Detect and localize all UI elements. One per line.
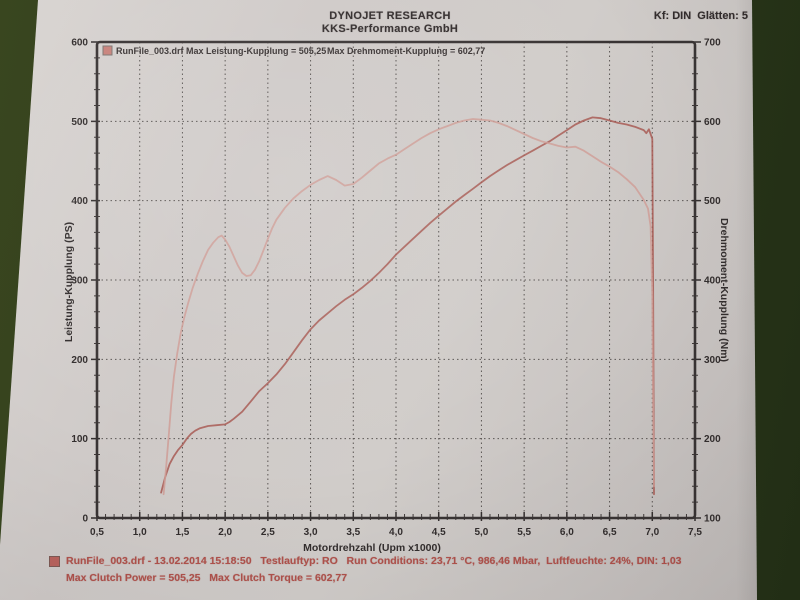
torque-curve xyxy=(162,118,655,496)
x-tick-label: 5,5 xyxy=(517,527,531,538)
x-tick-label: 6,5 xyxy=(603,527,617,538)
right-tick-label: 200 xyxy=(704,434,721,445)
x-tick-label: 4,0 xyxy=(389,527,403,538)
x-tick-label: 4,5 xyxy=(432,527,446,538)
right-tick-label: 700 xyxy=(704,38,721,49)
page-subtitle: KKS-Performance GmbH xyxy=(321,23,459,35)
left-tick-label: 100 xyxy=(71,434,88,445)
right-tick-label: 600 xyxy=(704,117,721,128)
chart-frame xyxy=(95,40,697,520)
x-tick-label: 7,0 xyxy=(645,527,659,538)
legend-run-text: RunFile_003.drf Max Leistung-Kupplung = … xyxy=(116,46,326,56)
power-curve xyxy=(160,116,655,496)
x-tick-label: 7,5 xyxy=(688,527,702,538)
chart-curves xyxy=(160,116,655,496)
x-tick-label: 6,0 xyxy=(560,527,574,538)
run-info-text: RunFile_003.drf - 13.02.2014 15:18:50 Te… xyxy=(66,555,682,567)
legend-torque-text: Max Drehmoment-Kupplung = 602,77 xyxy=(327,46,485,56)
x-tick-label: 3,0 xyxy=(304,527,318,538)
x-tick-label: 0,5 xyxy=(90,527,104,538)
x-axis-label: Motordrehzahl (Upm x1000) xyxy=(303,542,441,554)
right-tick-label: 100 xyxy=(704,514,721,525)
legend-swatch-icon xyxy=(102,45,113,56)
smoothing-settings-text: Kf: DIN Glätten: 5 xyxy=(653,10,748,22)
x-tick-label: 2,5 xyxy=(261,527,275,538)
left-tick-label: 400 xyxy=(71,196,88,207)
left-tick-label: 0 xyxy=(82,514,88,525)
x-tick-label: 1,0 xyxy=(133,527,147,538)
right-tick-label: 300 xyxy=(704,355,721,366)
right-axis-label: Drehmoment-Kupplung (Nm) xyxy=(718,218,730,362)
chart-grid xyxy=(97,42,695,518)
right-tick-label: 500 xyxy=(704,196,721,207)
max-values-text: Max Clutch Power = 505,25 Max Clutch Tor… xyxy=(66,572,348,584)
x-tick-label: 3,5 xyxy=(346,527,360,538)
page-title: DYNOJET RESEARCH xyxy=(329,10,451,22)
x-tick-label: 1,5 xyxy=(175,527,189,538)
right-tick-label: 400 xyxy=(704,276,721,287)
left-tick-label: 300 xyxy=(71,276,88,287)
x-tick-label: 5,0 xyxy=(474,527,488,538)
x-tick-label: 2,0 xyxy=(218,527,232,538)
left-tick-label: 500 xyxy=(71,117,88,128)
left-tick-label: 200 xyxy=(71,355,88,366)
chart-tick-labels: 0,5 1,0 1,5 2,0 2,5 3,0 3,5 4,0 4,5 5,0 5,5 6,0 6,5 7… xyxy=(71,38,721,539)
left-axis-label: Leistung-Kupplung (PS) xyxy=(63,222,75,342)
left-tick-label: 600 xyxy=(71,38,88,49)
run-file-icon xyxy=(49,556,60,567)
